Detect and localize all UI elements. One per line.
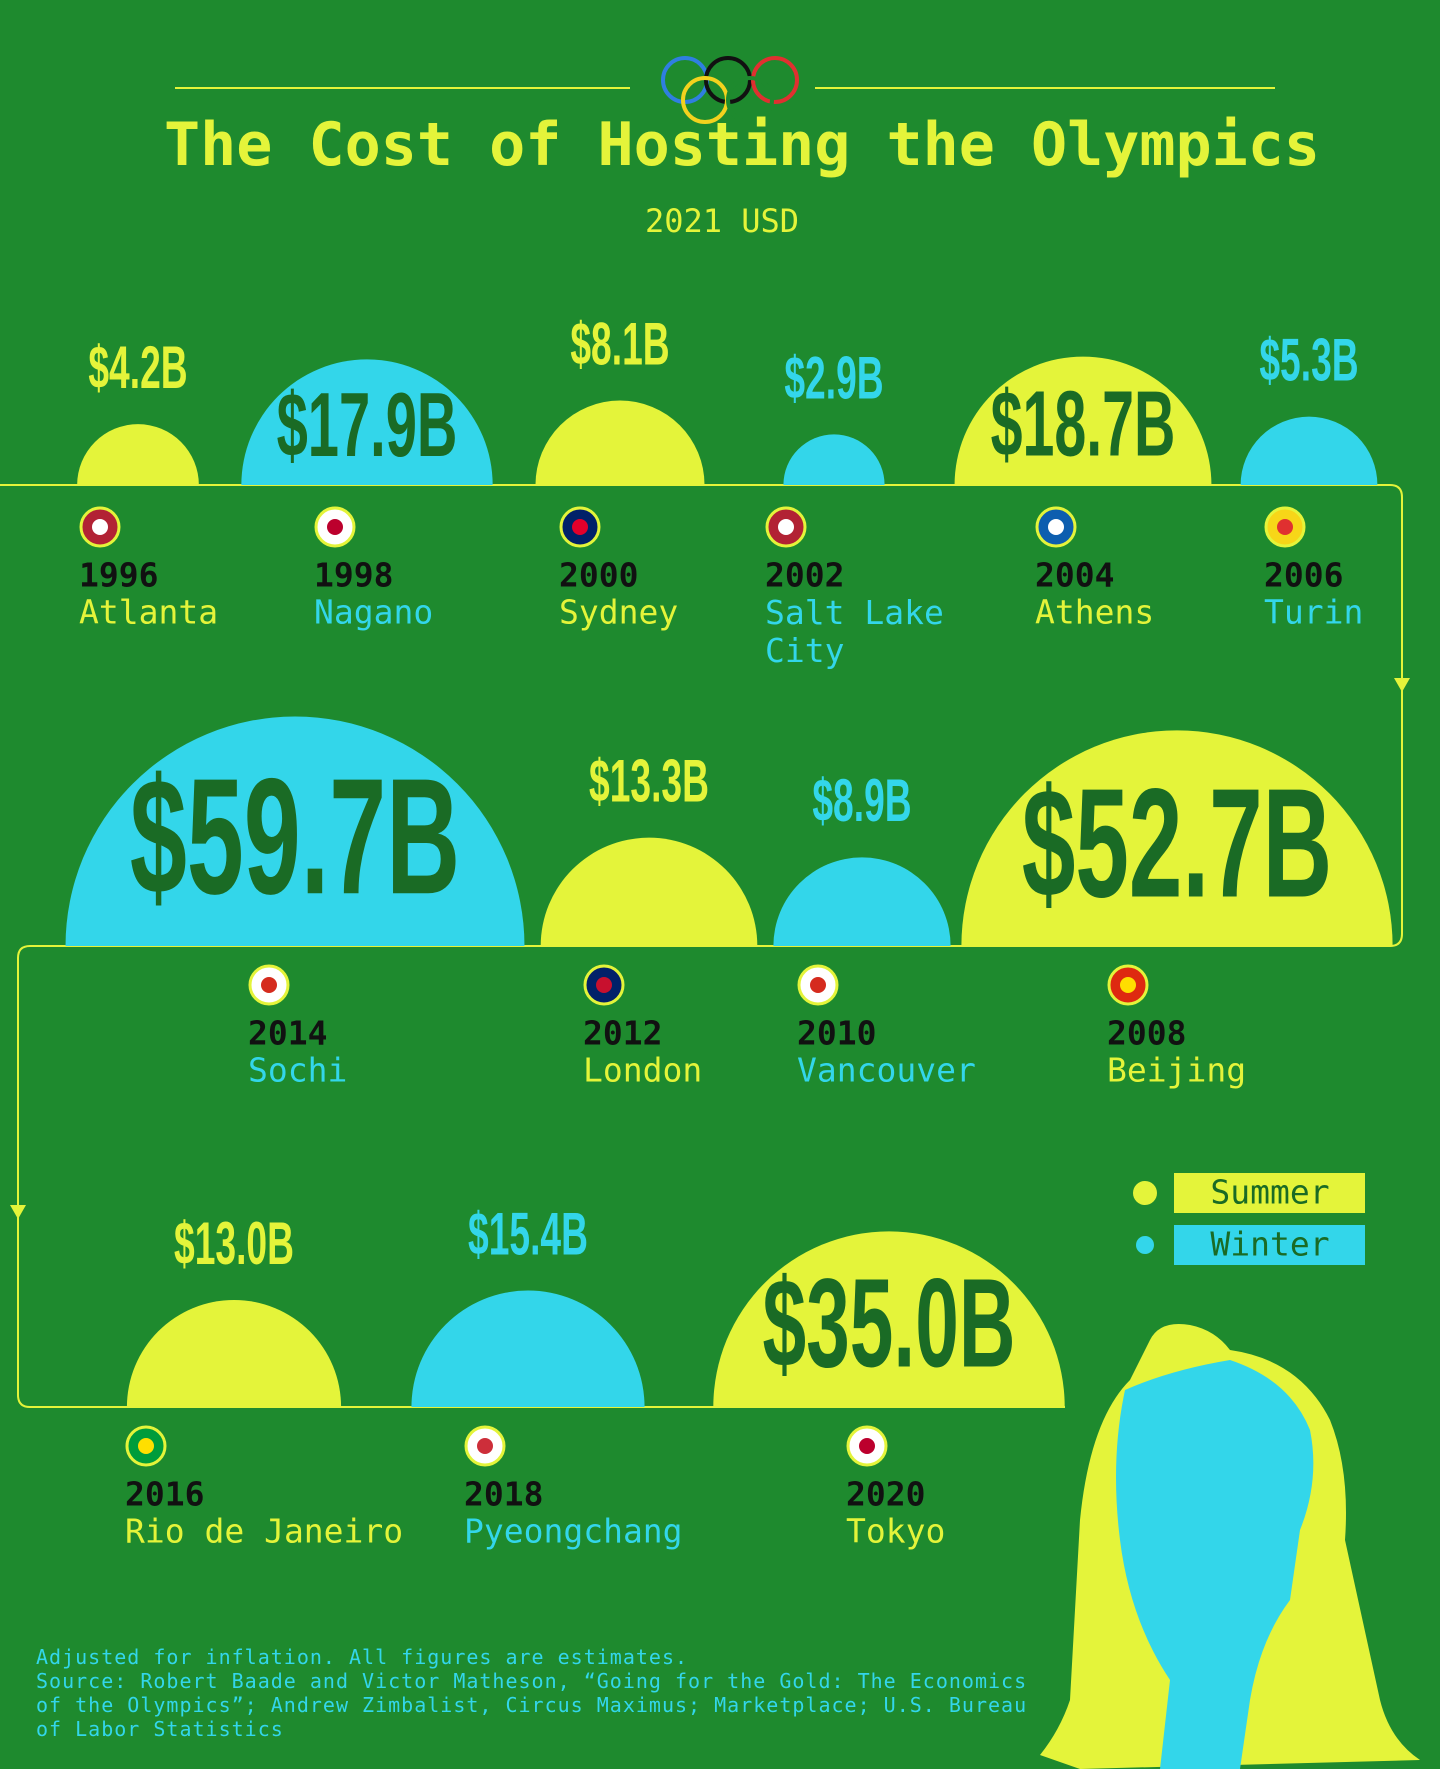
legend-swatch bbox=[1174, 1225, 1365, 1265]
legend-label: Winter bbox=[1210, 1225, 1329, 1264]
value-label: $13.3B bbox=[589, 747, 709, 814]
city-label: London bbox=[583, 1051, 702, 1090]
flag-mark bbox=[327, 519, 343, 535]
value-label: $15.4B bbox=[468, 1200, 588, 1267]
bubble bbox=[540, 837, 758, 946]
legend-icon bbox=[1136, 1236, 1154, 1254]
city-label: Sochi bbox=[248, 1051, 347, 1090]
bubble bbox=[713, 1231, 1065, 1407]
bubble bbox=[954, 356, 1212, 485]
legend-label: Summer bbox=[1210, 1173, 1329, 1212]
flag bbox=[464, 1425, 506, 1467]
year-label: 2002 bbox=[765, 556, 844, 595]
year-label: 1998 bbox=[314, 556, 393, 595]
flag-mark bbox=[477, 1438, 493, 1454]
legend-swatch bbox=[1174, 1173, 1365, 1213]
value-label: $5.3B bbox=[1259, 326, 1358, 393]
city-label: Athens bbox=[1035, 593, 1154, 632]
value-label: $2.9B bbox=[784, 344, 883, 411]
bubble bbox=[77, 424, 199, 485]
city-label: Rio de Janeiro bbox=[125, 1512, 403, 1551]
flag bbox=[583, 964, 625, 1006]
flag bbox=[248, 964, 290, 1006]
year-label: 2018 bbox=[464, 1475, 543, 1514]
flag bbox=[1107, 964, 1149, 1006]
year-label: 2014 bbox=[248, 1014, 327, 1053]
flag bbox=[1264, 506, 1306, 548]
bubble bbox=[961, 730, 1393, 946]
city-label: Salt Lake City bbox=[765, 593, 964, 670]
flag bbox=[125, 1425, 167, 1467]
flag-mark bbox=[1277, 519, 1293, 535]
city-label: Turin bbox=[1264, 593, 1363, 632]
flag-mark bbox=[596, 977, 612, 993]
flag bbox=[79, 506, 121, 548]
flag-mark bbox=[1120, 977, 1136, 993]
value-label: $17.9B bbox=[277, 374, 458, 475]
city-label: Pyeongchang bbox=[464, 1512, 683, 1551]
bubble bbox=[535, 400, 705, 485]
flag-mark bbox=[92, 519, 108, 535]
flag-mark bbox=[778, 519, 794, 535]
flag bbox=[846, 1425, 888, 1467]
flag bbox=[1035, 506, 1077, 548]
flag-mark bbox=[1048, 519, 1064, 535]
flag bbox=[559, 506, 601, 548]
flag-mark bbox=[261, 977, 277, 993]
bubble bbox=[241, 359, 493, 485]
value-label: $52.7B bbox=[1022, 757, 1332, 930]
runner-figure bbox=[1040, 1324, 1420, 1769]
value-label: $18.7B bbox=[991, 373, 1176, 476]
chart-title: The Cost of Hosting the Olympics bbox=[164, 110, 1320, 180]
bubble bbox=[783, 434, 885, 485]
source: Source: Robert Baade and Victor Matheson… bbox=[36, 1669, 1028, 1741]
city-label: Beijing bbox=[1107, 1051, 1246, 1090]
value-label: $13.0B bbox=[174, 1210, 294, 1277]
year-label: 2006 bbox=[1264, 556, 1343, 595]
flag-mark bbox=[572, 519, 588, 535]
bubble bbox=[1240, 416, 1378, 485]
note: Adjusted for inflation. All figures are … bbox=[36, 1645, 689, 1669]
value-label: $35.0B bbox=[763, 1254, 1016, 1395]
header-ornament bbox=[175, 56, 1275, 124]
city-label: Tokyo bbox=[846, 1512, 945, 1551]
city-label: Sydney bbox=[559, 593, 678, 632]
city-label: Atlanta bbox=[79, 593, 218, 632]
city-label: Vancouver bbox=[797, 1051, 976, 1090]
city-label: Nagano bbox=[314, 593, 433, 632]
flag-mark bbox=[138, 1438, 154, 1454]
bubble bbox=[411, 1290, 645, 1407]
year-label: 2000 bbox=[559, 556, 638, 595]
bubble bbox=[65, 716, 525, 946]
flag bbox=[797, 964, 839, 1006]
year-label: 2020 bbox=[846, 1475, 925, 1514]
year-label: 2012 bbox=[583, 1014, 662, 1053]
flag-mark bbox=[859, 1438, 875, 1454]
bubble bbox=[773, 857, 951, 946]
legend-icon bbox=[1133, 1181, 1157, 1205]
year-label: 2016 bbox=[125, 1475, 204, 1514]
value-label: $8.1B bbox=[570, 310, 669, 377]
value-label: $8.9B bbox=[812, 767, 911, 834]
year-label: 1996 bbox=[79, 556, 158, 595]
bubble bbox=[126, 1299, 342, 1407]
flag bbox=[314, 506, 356, 548]
footnote: Adjusted for inflation. All figures are … bbox=[36, 1645, 1036, 1741]
year-label: 2010 bbox=[797, 1014, 876, 1053]
chart-subtitle: 2021 USD bbox=[645, 202, 799, 240]
value-label: $4.2B bbox=[88, 334, 187, 401]
year-label: 2008 bbox=[1107, 1014, 1186, 1053]
flag bbox=[765, 506, 807, 548]
flag-mark bbox=[810, 977, 826, 993]
year-label: 2004 bbox=[1035, 556, 1114, 595]
value-label: $59.7B bbox=[130, 745, 460, 929]
